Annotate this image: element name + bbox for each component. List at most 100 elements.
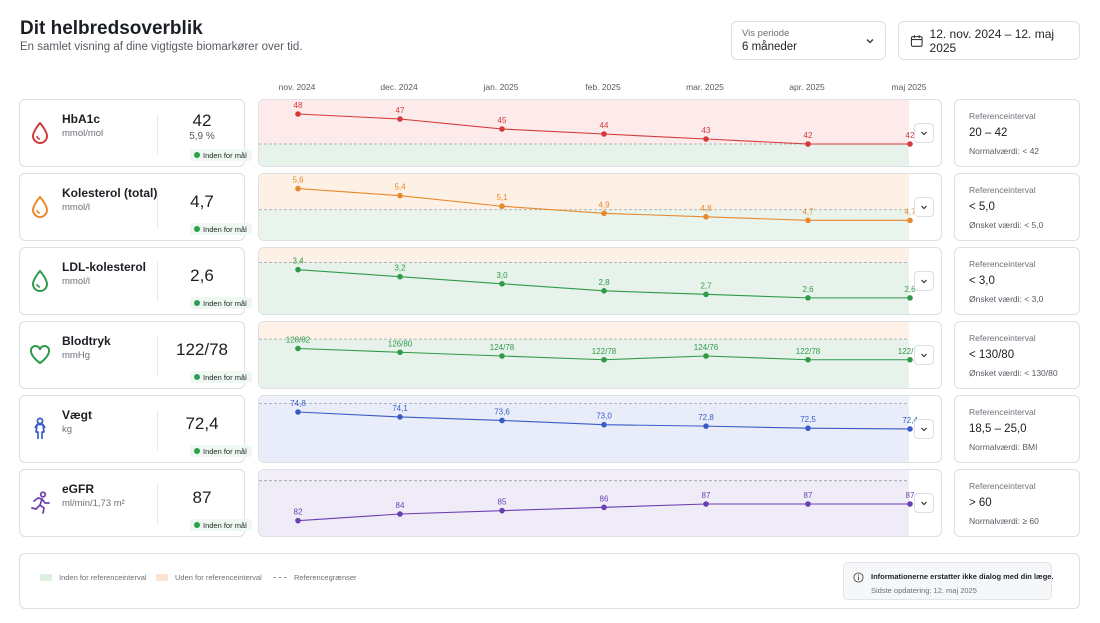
data-label: 74,8 [290, 399, 306, 408]
reference-value: 18,5 – 25,0 [969, 423, 1027, 435]
legend-label-in-range: Inden for referenceinterval [59, 573, 147, 582]
data-label: 74,1 [392, 404, 408, 413]
data-label: 48 [294, 101, 303, 110]
marker-name: Vægt [62, 408, 92, 422]
trend-chart-ldl: 3,4 3,2 3,0 2,8 2,7 2,6 2,6 [258, 247, 942, 315]
drop-icon [31, 269, 49, 292]
reference-value: < 3,0 [969, 275, 995, 287]
data-point [397, 192, 403, 199]
data-label: 87 [906, 491, 915, 500]
data-point [805, 217, 811, 224]
data-point [703, 291, 709, 298]
reference-note: Normalværdi: ≥ 60 [969, 516, 1039, 526]
trend-chart-svg: 82 84 85 86 87 87 87 [259, 470, 915, 536]
data-label: 2,6 [802, 285, 814, 294]
status-dot [194, 226, 200, 232]
marker-name: Kolesterol (total) [62, 186, 158, 200]
marker-value: 87 [192, 488, 212, 507]
data-point [907, 426, 913, 432]
status-badge-label: Inden for mål [203, 150, 247, 160]
date-range-picker[interactable]: 12. nov. 2024 – 12. maj 2025 [898, 21, 1080, 60]
data-point [907, 356, 913, 363]
trend-chart-weight: 74,8 74,1 73,6 73,0 72,8 72,5 72,4 [258, 395, 942, 463]
data-point [805, 501, 811, 507]
month-label: nov. 2024 [278, 82, 316, 92]
data-point [601, 210, 607, 217]
card-divider [157, 484, 158, 524]
data-label: 72,5 [800, 415, 816, 424]
data-label: 126/80 [388, 339, 413, 348]
data-label: 87 [804, 491, 813, 500]
data-point [295, 345, 301, 352]
marker-card-ldl[interactable]: LDL-kolesterol mmol/l 2,6 Inden for mål [19, 247, 252, 315]
data-point [805, 356, 811, 363]
heart-icon [30, 344, 50, 365]
marker-name: HbA1c [62, 112, 101, 126]
info-icon [853, 572, 864, 583]
legend-label-reference-lines: Referencegrænser [294, 573, 357, 582]
reference-note: Normalværdi: BMI [969, 442, 1038, 452]
data-label: 44 [600, 121, 609, 130]
data-label: 124/78 [490, 343, 515, 352]
data-label: 42 [906, 131, 915, 140]
marker-secondary-value: 5,9 % [189, 131, 215, 142]
legend-label-out-of-range: Uden for referenceinterval [175, 573, 262, 582]
reference-label: Referenceinterval [969, 481, 1036, 491]
period-select[interactable]: Vis periode 6 måneder [731, 21, 886, 60]
reference-card-bp: Referenceinterval < 130/80 Ønsket værdi:… [954, 321, 1080, 389]
data-label: 3,2 [394, 264, 406, 273]
trend-chart-egfr: 82 84 85 86 87 87 87 [258, 469, 942, 537]
expand-button-cholesterol[interactable] [914, 197, 934, 217]
expand-button-ldl[interactable] [914, 271, 934, 291]
expand-button-weight[interactable] [914, 419, 934, 439]
last-updated: Sidste opdatering: 12. maj 2025 [871, 586, 977, 595]
status-badge: Inden for mål [190, 149, 252, 161]
marker-value: 122/78 [176, 340, 228, 359]
reference-label: Referenceinterval [969, 259, 1036, 269]
chevron-down-icon [921, 427, 927, 432]
drop-icon [31, 195, 49, 218]
reference-value: < 5,0 [969, 201, 995, 213]
marker-card-hba1c[interactable]: HbA1c mmol/mol 42 5,9 % Inden for mål [19, 99, 252, 167]
data-label: 122/78 [796, 347, 821, 356]
chevron-down-icon [921, 131, 927, 136]
zone-inside-reference [259, 262, 909, 314]
legend-dash-reference [273, 577, 287, 578]
status-badge: Inden for mål [190, 371, 252, 383]
data-label: 122/78 [898, 347, 923, 356]
chevron-down-icon [921, 279, 927, 284]
data-point [601, 421, 607, 428]
marker-unit: mmol/l [62, 276, 90, 287]
chevron-down-icon [866, 39, 874, 44]
month-label: maj 2025 [891, 82, 927, 92]
marker-name: eGFR [62, 482, 95, 496]
person-icon [34, 417, 46, 439]
blood-drop-icon [31, 121, 49, 144]
expand-button-bp[interactable] [914, 345, 934, 365]
marker-card-bp[interactable]: Blodtryk mmHg 122/78 Inden for mål [19, 321, 252, 389]
data-point [295, 185, 301, 192]
marker-card-weight[interactable]: Vægt kg 72,4 Inden for mål [19, 395, 252, 463]
data-point [499, 126, 505, 132]
reference-value: > 60 [969, 497, 992, 509]
legend-item-reference-lines: Referencegrænser [273, 573, 357, 582]
marker-unit: kg [62, 424, 73, 435]
status-badge-label: Inden for mål [203, 298, 247, 308]
data-label: 86 [600, 494, 609, 503]
data-label: 5,4 [394, 183, 406, 192]
data-label: 4,8 [700, 204, 712, 213]
data-point [907, 217, 913, 224]
marker-card-egfr[interactable]: eGFR ml/min/1,73 m² 87 Inden for mål [19, 469, 252, 537]
reference-note: Ønsket værdi: < 130/80 [969, 368, 1058, 378]
data-label: 72,4 [902, 416, 918, 425]
status-badge: Inden for mål [190, 297, 252, 309]
expand-button-egfr[interactable] [914, 493, 934, 513]
card-divider [157, 410, 158, 450]
expand-button-hba1c[interactable] [914, 123, 934, 143]
data-label: 47 [396, 106, 405, 115]
marker-card-cholesterol[interactable]: Kolesterol (total) mmol/l 4,7 Inden for … [19, 173, 252, 241]
data-point [397, 414, 403, 420]
data-label: 3,4 [292, 257, 304, 266]
chevron-down-icon [921, 501, 927, 506]
trend-chart-bp: 128/82 126/80 124/78 122/78 124/76 122/78 122/… [258, 321, 942, 389]
